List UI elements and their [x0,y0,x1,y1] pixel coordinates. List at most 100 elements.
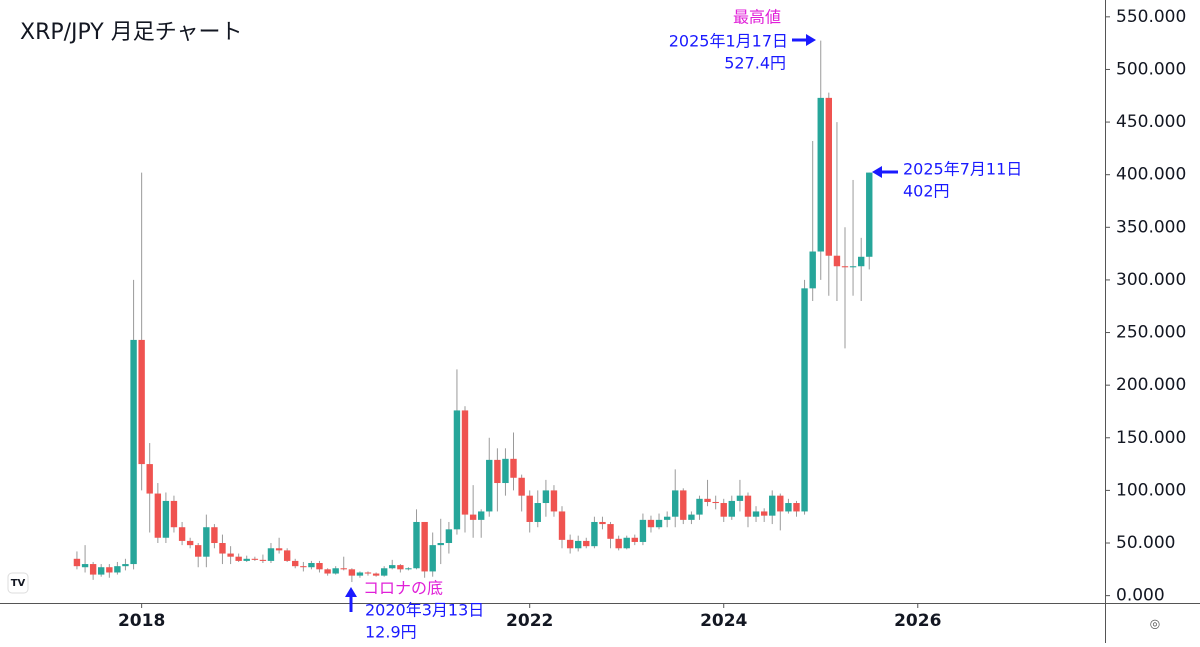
annotation: 2025年7月11日 [903,160,1022,179]
candle-body [219,543,226,554]
candle-body [469,514,477,520]
x-tick-label: 2022 [506,611,553,631]
candle-body [340,568,347,570]
candle-body [566,539,574,549]
candle-body [866,172,873,257]
candle-body [534,503,541,522]
plot-area [73,40,873,583]
candle-body [639,519,647,542]
candle-body [138,339,145,465]
candle-body [825,97,832,256]
candle-body [583,540,590,547]
y-tick-label: 150.000 [1116,428,1186,448]
candle-body [777,495,784,512]
y-tick-label: 0.000 [1116,586,1165,606]
x-tick-label: 2026 [894,611,941,631]
candle-body [154,493,162,538]
candle-body [73,558,81,567]
annotation: 2025年1月17日 [669,32,788,51]
candle-body [405,568,412,570]
candle-body [97,567,105,575]
candle-body [769,495,776,516]
logo: TV [7,572,29,594]
candle-body [81,564,89,568]
annotation: 402円 [903,182,950,201]
settings-icon[interactable]: ◎ [1150,617,1160,631]
candle-body [704,498,711,502]
annotation: コロナの底 [363,579,443,598]
candle-body [575,540,582,549]
candle-body [696,498,703,515]
candle-body [283,550,291,561]
candle-body [316,563,323,570]
y-tick-label: 400.000 [1116,165,1186,185]
candle-body [170,500,178,528]
candle-body [122,564,129,567]
candle-body [356,572,364,576]
candle-body [389,565,396,569]
candle-body [130,339,137,565]
y-tick-label: 200.000 [1116,375,1186,395]
candle-body [477,511,485,520]
candle-body [380,568,388,576]
candle-body [146,464,153,494]
candle-body [591,521,598,547]
candle-body [308,563,315,568]
x-tick-label: 2024 [700,611,747,631]
chart-title: XRP/JPY 月足チャート [20,20,243,45]
annotation: 12.9円 [365,623,417,642]
candle-body [688,514,695,520]
candle-body [348,569,356,576]
candle-body [599,521,606,525]
candle-body [623,537,630,549]
candle-body [397,565,404,570]
candle-body [186,540,194,546]
candle-body [744,495,752,517]
candle-body [849,266,857,268]
candle-body [364,572,372,574]
candle-body [680,490,687,520]
candle-body [833,255,841,267]
candle-body [486,459,493,512]
candle-body [526,495,533,522]
candle-body [114,566,121,573]
candle-body [275,548,283,551]
candle-body [292,560,299,567]
y-tick-label: 250.000 [1116,323,1186,343]
y-tick-label: 450.000 [1116,112,1186,132]
y-tick-label: 50.000 [1116,533,1175,553]
candle-body [663,516,671,520]
candle-body [550,490,558,512]
candle-body [162,500,170,538]
candle-body [259,559,267,561]
candle-body [89,564,97,575]
candle-body [106,567,113,573]
x-tick-label: 2018 [118,611,165,631]
annotation: 最高値 [733,8,781,27]
candle-body [413,521,420,569]
candle-body [332,568,339,574]
annotation: 2020年3月13日 [365,601,484,620]
candle-body [841,266,849,268]
candle-body [429,545,436,572]
candle-body [227,553,234,557]
candle-body [631,537,638,542]
candle-body [518,477,525,496]
candle-body [494,459,501,484]
candle-body [437,543,444,546]
candle-body [502,458,509,484]
candle-body [445,529,453,544]
candle-body [728,500,735,517]
candle-body [195,545,202,557]
candle-body [421,521,428,572]
annotation: 527.4円 [724,54,786,73]
annotation-arrow [792,34,816,46]
candle-body [372,573,380,576]
candle-body [542,490,550,504]
candle-body [752,511,760,517]
candle-body [720,503,727,517]
candle-body [558,511,566,540]
candle-body [785,503,792,512]
